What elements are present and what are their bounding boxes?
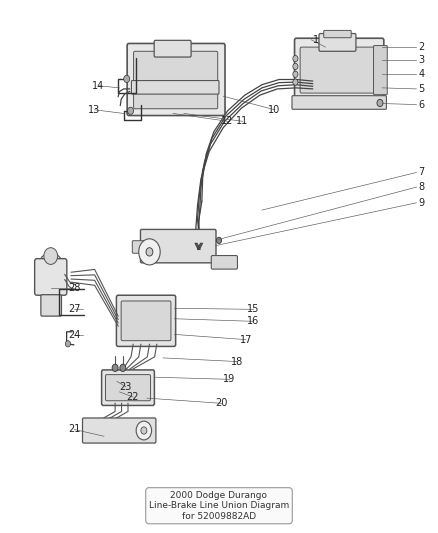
- Text: 7: 7: [419, 167, 425, 177]
- Circle shape: [293, 71, 298, 77]
- Text: 16: 16: [247, 317, 259, 326]
- Circle shape: [141, 427, 147, 434]
- FancyBboxPatch shape: [319, 34, 356, 51]
- Text: 21: 21: [68, 424, 80, 434]
- FancyBboxPatch shape: [300, 47, 376, 93]
- Circle shape: [216, 237, 222, 244]
- Circle shape: [293, 63, 298, 70]
- Text: 2: 2: [419, 42, 425, 52]
- Text: 24: 24: [68, 330, 80, 341]
- Text: 11: 11: [236, 116, 248, 126]
- Circle shape: [139, 239, 160, 265]
- FancyBboxPatch shape: [131, 80, 219, 94]
- Text: 13: 13: [88, 105, 100, 115]
- FancyBboxPatch shape: [127, 44, 225, 116]
- Circle shape: [65, 341, 71, 347]
- FancyBboxPatch shape: [294, 38, 384, 100]
- Circle shape: [124, 75, 130, 83]
- Circle shape: [293, 79, 298, 85]
- FancyBboxPatch shape: [141, 229, 216, 263]
- FancyBboxPatch shape: [82, 418, 156, 443]
- Text: 9: 9: [419, 198, 425, 208]
- FancyBboxPatch shape: [324, 30, 351, 38]
- FancyBboxPatch shape: [35, 259, 67, 295]
- FancyBboxPatch shape: [132, 241, 145, 253]
- Text: 1: 1: [314, 35, 320, 45]
- FancyBboxPatch shape: [121, 301, 171, 341]
- FancyBboxPatch shape: [117, 295, 176, 346]
- Text: 3: 3: [419, 55, 425, 65]
- Circle shape: [293, 55, 298, 62]
- FancyBboxPatch shape: [154, 41, 191, 57]
- FancyBboxPatch shape: [211, 255, 237, 269]
- Text: 15: 15: [247, 304, 259, 314]
- FancyBboxPatch shape: [134, 51, 218, 109]
- Circle shape: [112, 364, 118, 372]
- FancyBboxPatch shape: [106, 375, 151, 401]
- Text: 23: 23: [120, 382, 132, 392]
- Text: 22: 22: [127, 392, 139, 402]
- FancyBboxPatch shape: [374, 45, 387, 95]
- Circle shape: [136, 421, 152, 440]
- Text: 8: 8: [419, 182, 425, 192]
- Circle shape: [377, 99, 383, 107]
- FancyBboxPatch shape: [292, 96, 386, 109]
- Text: 28: 28: [68, 284, 80, 294]
- Circle shape: [44, 248, 58, 264]
- Circle shape: [146, 248, 153, 256]
- Text: 4: 4: [419, 69, 425, 79]
- FancyBboxPatch shape: [102, 370, 155, 406]
- Text: 6: 6: [419, 100, 425, 110]
- Text: 14: 14: [92, 81, 105, 91]
- Text: 10: 10: [268, 105, 281, 115]
- Text: 19: 19: [223, 374, 236, 384]
- Text: 18: 18: [231, 357, 243, 367]
- Text: 17: 17: [240, 335, 252, 345]
- Text: 27: 27: [68, 304, 81, 314]
- Circle shape: [127, 107, 134, 115]
- Text: 2000 Dodge Durango
Line-Brake Line Union Diagram
for 52009882AD: 2000 Dodge Durango Line-Brake Line Union…: [149, 491, 289, 521]
- Circle shape: [120, 364, 126, 372]
- Text: 12: 12: [221, 116, 233, 126]
- Text: 20: 20: [215, 398, 228, 408]
- FancyBboxPatch shape: [41, 295, 61, 316]
- Text: 5: 5: [419, 84, 425, 94]
